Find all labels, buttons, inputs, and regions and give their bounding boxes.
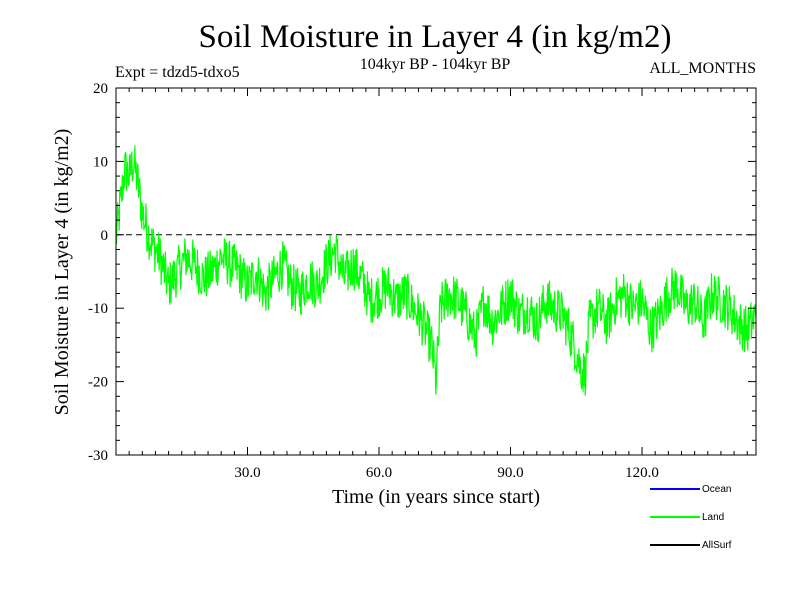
y-tick-label: 20 xyxy=(93,81,108,97)
x-tick-label: 60.0 xyxy=(366,465,392,481)
y-tick-label: 0 xyxy=(101,228,109,244)
period-label: 104kyr BP - 104kyr BP xyxy=(360,56,511,73)
y-tick-label: -30 xyxy=(88,448,108,464)
legend-label-ocean: Ocean xyxy=(702,484,731,495)
experiment-label: Expt = tdzd5-tdxo5 xyxy=(115,64,240,81)
legend: Ocean Land AllSurf xyxy=(650,484,732,551)
months-label: ALL_MONTHS xyxy=(649,60,756,77)
y-axis-label: Soil Moisture in Layer 4 (in kg/m2) xyxy=(51,129,73,416)
y-tick-label: -20 xyxy=(88,375,108,391)
x-tick-label: 30.0 xyxy=(234,465,260,481)
legend-label-land: Land xyxy=(702,512,724,523)
y-tick-label: -10 xyxy=(88,301,108,317)
x-tick-label: 120.0 xyxy=(625,465,659,481)
x-tick-label: 90.0 xyxy=(497,465,523,481)
plot-area: -30 -20 -10 0 10 20 30.0 60.0 90.0 120.0 xyxy=(88,81,757,481)
legend-label-allsurf: AllSurf xyxy=(702,540,732,551)
plot-frame xyxy=(115,87,757,456)
chart-title: Soil Moisture in Layer 4 (in kg/m2) xyxy=(199,19,672,55)
y-tick-label: 10 xyxy=(93,154,108,170)
x-axis-label: Time (in years since start) xyxy=(332,486,540,508)
series-line-land xyxy=(115,145,757,396)
